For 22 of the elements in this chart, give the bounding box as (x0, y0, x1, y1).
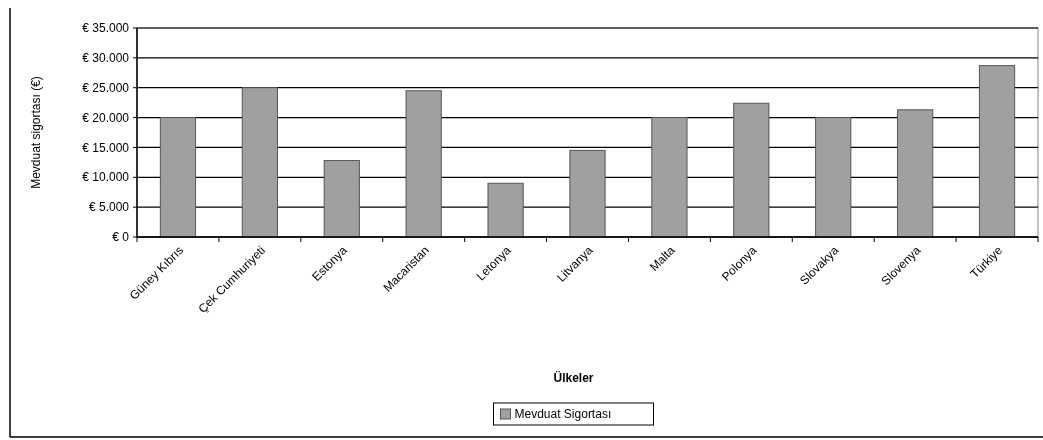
y-tick-label: € 0 (112, 230, 130, 245)
bar (159, 117, 197, 238)
y-axis-title: Mevduat sigortası (€) (29, 76, 43, 189)
bar (978, 65, 1016, 238)
y-tick-label: € 35.000 (82, 21, 130, 36)
bar (651, 117, 688, 238)
bar (323, 160, 360, 238)
y-tick-label: € 10.000 (82, 170, 130, 185)
bar (733, 102, 770, 238)
y-tick-label: € 5.000 (88, 200, 130, 215)
y-tick-label: € 15.000 (82, 140, 130, 155)
y-tick-label: € 20.000 (82, 110, 130, 125)
bar (897, 109, 934, 238)
y-tick-label: € 25.000 (82, 80, 130, 95)
legend-label: Mevduat Sigortası (514, 407, 612, 421)
bar (569, 149, 606, 238)
bar (241, 87, 278, 238)
x-axis-title: Ülkeler (553, 370, 594, 385)
bar (815, 117, 852, 238)
y-tick-label: € 30.000 (82, 51, 130, 66)
bar (487, 182, 524, 238)
bar (405, 90, 442, 238)
